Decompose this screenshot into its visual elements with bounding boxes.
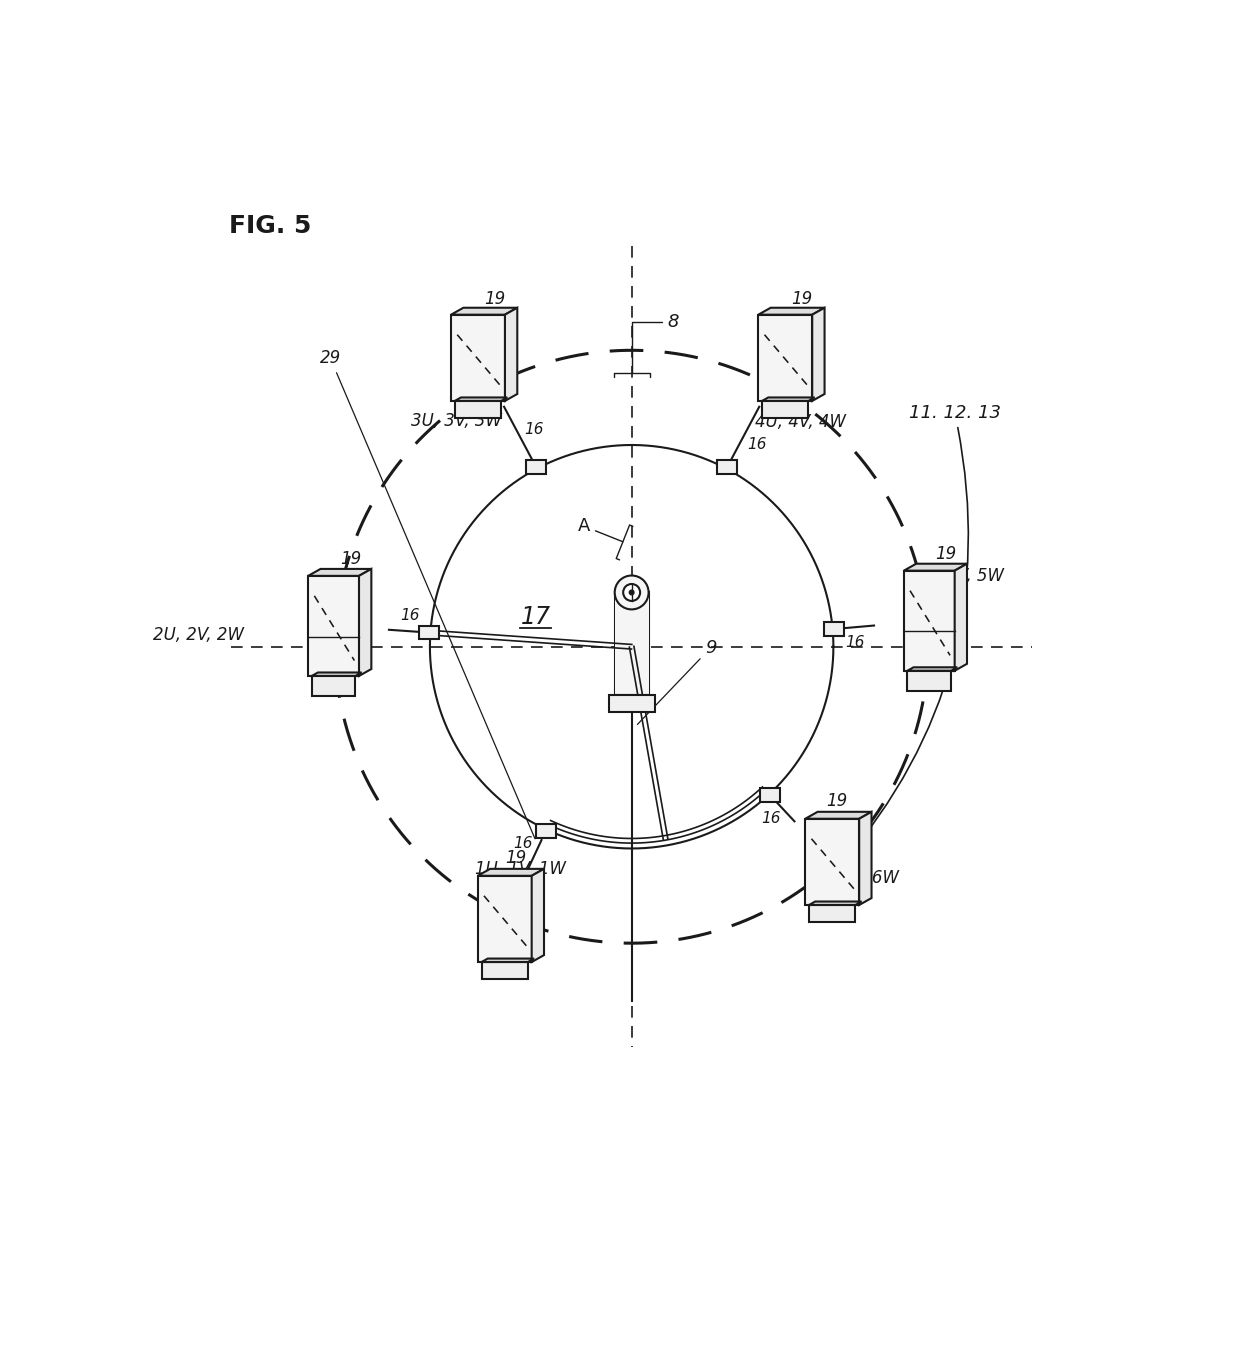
Text: 16: 16 [513, 835, 533, 851]
Bar [717, 461, 737, 474]
Bar [311, 676, 356, 696]
Text: 17: 17 [521, 606, 551, 629]
Bar [763, 401, 808, 418]
Circle shape [624, 585, 640, 601]
Polygon shape [908, 667, 957, 671]
Bar [760, 788, 780, 803]
Polygon shape [360, 568, 371, 676]
Bar [419, 625, 439, 640]
Text: 19: 19 [791, 290, 812, 317]
Text: 29: 29 [320, 349, 534, 839]
Bar [455, 401, 501, 418]
Polygon shape [805, 812, 872, 819]
Bar [609, 695, 655, 711]
Polygon shape [505, 307, 517, 401]
Polygon shape [812, 307, 825, 401]
Text: 1U, 1V, 1W: 1U, 1V, 1W [475, 861, 565, 878]
Text: 16: 16 [846, 636, 866, 651]
Bar [759, 315, 812, 401]
Bar [451, 315, 505, 401]
Text: 16: 16 [746, 436, 766, 451]
Text: 19: 19 [826, 792, 847, 820]
Bar [908, 671, 951, 691]
Text: 19: 19 [934, 546, 957, 579]
Text: 19: 19 [484, 290, 506, 317]
Polygon shape [904, 564, 967, 571]
Bar [481, 962, 528, 979]
Polygon shape [451, 307, 517, 315]
Bar [805, 819, 859, 905]
Text: 16: 16 [525, 422, 543, 438]
Text: 5U, 5V, 5W: 5U, 5V, 5W [913, 567, 1004, 585]
Text: 19: 19 [339, 551, 361, 585]
Text: 16: 16 [401, 609, 419, 624]
Text: 16: 16 [761, 811, 781, 826]
Bar [526, 461, 547, 474]
Bar [536, 824, 556, 838]
Polygon shape [859, 812, 872, 905]
Text: 6U, 6V, 6W: 6U, 6V, 6W [808, 869, 899, 888]
Text: 2U, 2V, 2W: 2U, 2V, 2W [154, 626, 244, 644]
Polygon shape [311, 672, 362, 676]
Bar [615, 593, 649, 695]
Bar [825, 622, 844, 636]
Bar [904, 571, 955, 671]
Circle shape [630, 590, 634, 595]
Polygon shape [763, 397, 815, 401]
Polygon shape [309, 568, 371, 577]
Polygon shape [808, 901, 862, 905]
Ellipse shape [615, 575, 649, 609]
Polygon shape [481, 959, 534, 962]
Polygon shape [955, 564, 967, 671]
Text: A: A [578, 517, 632, 560]
Text: FIG. 5: FIG. 5 [229, 214, 311, 238]
Polygon shape [532, 869, 544, 962]
Text: 3U, 3V, 3W: 3U, 3V, 3W [410, 412, 502, 430]
Bar [808, 905, 856, 923]
Polygon shape [455, 397, 507, 401]
Bar [309, 577, 360, 676]
Text: 19: 19 [505, 850, 526, 878]
Text: 9: 9 [637, 638, 717, 725]
Polygon shape [477, 869, 544, 876]
Text: 8: 8 [614, 314, 680, 377]
Text: 4U, 4V, 4W: 4U, 4V, 4W [755, 414, 846, 431]
Text: 11. 12. 13: 11. 12. 13 [841, 404, 1001, 865]
Polygon shape [759, 307, 825, 315]
Bar [477, 876, 532, 962]
